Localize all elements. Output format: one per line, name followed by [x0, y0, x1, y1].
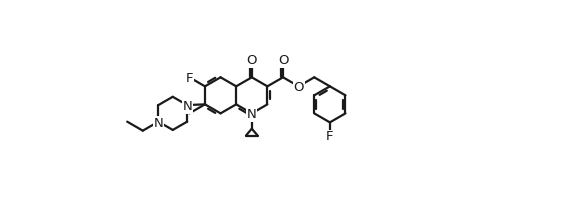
Text: N: N — [247, 108, 256, 121]
Text: F: F — [326, 130, 333, 143]
Text: O: O — [278, 54, 288, 67]
Text: O: O — [293, 81, 304, 94]
Text: N: N — [182, 100, 192, 113]
Text: N: N — [153, 117, 163, 130]
Text: F: F — [186, 72, 193, 85]
Text: O: O — [247, 54, 257, 67]
